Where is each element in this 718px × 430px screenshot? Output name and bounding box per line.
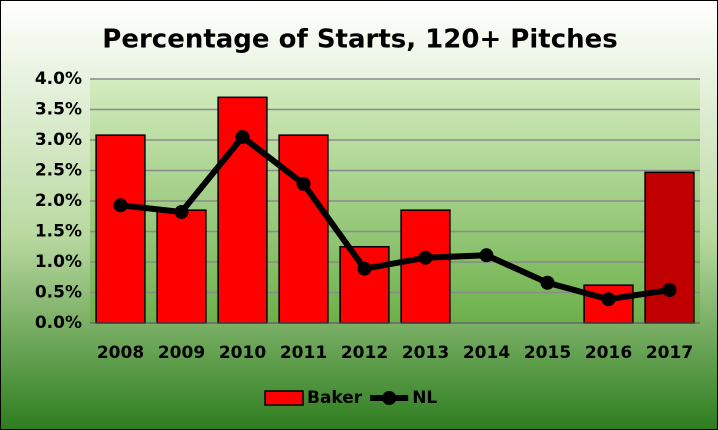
legend-marker bbox=[382, 391, 397, 405]
y-tick-label: 3.0% bbox=[35, 130, 82, 150]
point bbox=[357, 261, 372, 276]
chart-title: Percentage of Starts, 120+ Pitches bbox=[102, 25, 617, 55]
y-tick-label: 2.5% bbox=[35, 161, 82, 181]
bar bbox=[156, 209, 207, 324]
point bbox=[235, 129, 250, 144]
x-tick-label: 2016 bbox=[585, 343, 632, 363]
bar bbox=[339, 246, 390, 324]
x-tick-label: 2014 bbox=[463, 343, 510, 363]
bar bbox=[644, 171, 695, 324]
bar bbox=[278, 134, 329, 324]
legend-label: NL bbox=[412, 388, 437, 408]
x-tick-label: 2008 bbox=[97, 343, 144, 363]
x-tick-label: 2017 bbox=[646, 343, 693, 363]
point bbox=[113, 198, 128, 213]
point bbox=[479, 248, 494, 263]
bar bbox=[95, 134, 146, 324]
x-tick-label: 2010 bbox=[219, 343, 266, 363]
y-tick-label: 2.0% bbox=[35, 191, 82, 211]
x-tick-label: 2012 bbox=[341, 343, 388, 363]
y-tick-label: 1.0% bbox=[35, 252, 82, 272]
y-tick-label: 0.5% bbox=[35, 283, 82, 303]
point bbox=[418, 250, 433, 265]
point bbox=[540, 275, 555, 290]
x-tick-label: 2013 bbox=[402, 343, 449, 363]
y-tick-label: 3.5% bbox=[35, 100, 82, 120]
legend-label: Baker bbox=[307, 388, 363, 408]
point bbox=[296, 176, 311, 191]
point bbox=[174, 204, 189, 219]
x-tick-label: 2011 bbox=[280, 343, 327, 363]
line bbox=[120, 133, 670, 303]
legend-swatch bbox=[264, 390, 304, 406]
x-tick-label: 2015 bbox=[524, 343, 571, 363]
point bbox=[662, 283, 677, 298]
y-tick-label: 0.0% bbox=[35, 313, 82, 333]
bar bbox=[400, 209, 451, 324]
x-tick-label: 2009 bbox=[158, 343, 205, 363]
y-tick-label: 4.0% bbox=[35, 69, 82, 89]
y-tick-label: 1.5% bbox=[35, 222, 82, 242]
point bbox=[601, 292, 616, 307]
